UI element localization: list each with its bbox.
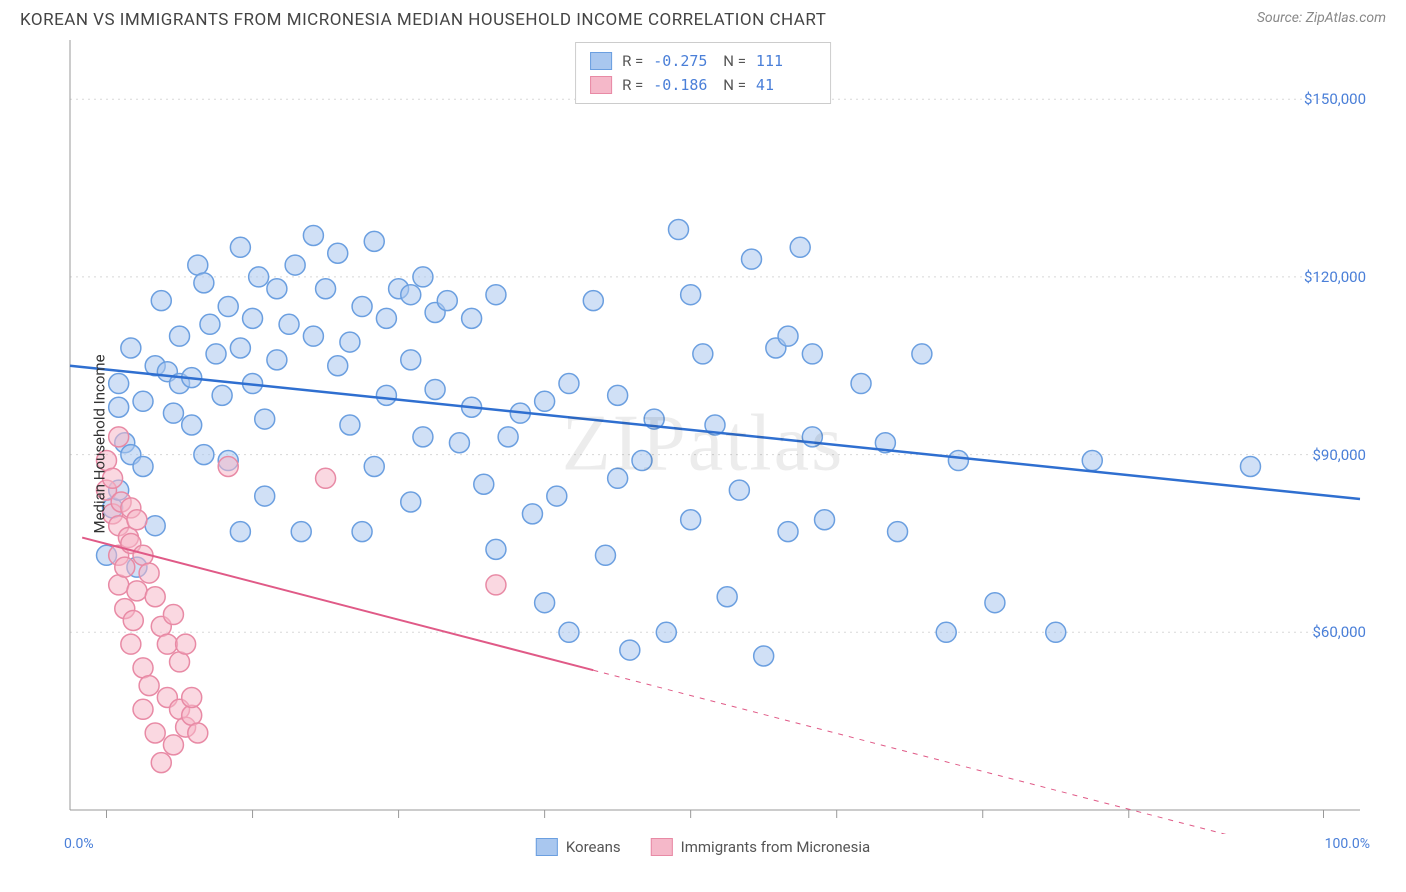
x-axis-min-label: 0.0% <box>64 836 94 852</box>
swatch-micronesia <box>590 76 612 94</box>
legend-item-micronesia: Immigrants from Micronesia <box>651 838 871 856</box>
r-value-micronesia: -0.186 <box>653 73 713 97</box>
legend-label-koreans: Koreans <box>566 838 621 856</box>
series-legend: Koreans Immigrants from Micronesia <box>536 838 870 856</box>
source-name: ZipAtlas.com <box>1306 10 1386 26</box>
y-tick-150k: $150,000 <box>1304 90 1366 108</box>
legend-item-koreans: Koreans <box>536 838 621 856</box>
source-prefix: Source: <box>1257 10 1306 26</box>
n-label: N = <box>723 73 746 97</box>
r-label: R = <box>622 73 643 97</box>
y-axis-title: Median Household Income <box>91 354 109 533</box>
scatter-chart <box>20 34 1386 834</box>
legend-label-micronesia: Immigrants from Micronesia <box>681 838 871 856</box>
legend-swatch-koreans <box>536 838 558 856</box>
legend-swatch-micronesia <box>651 838 673 856</box>
n-label: N = <box>723 49 746 73</box>
stats-row-koreans: R = -0.275 N = 111 <box>590 49 816 73</box>
swatch-koreans <box>590 52 612 70</box>
chart-title: KOREAN VS IMMIGRANTS FROM MICRONESIA MED… <box>20 10 826 30</box>
stats-row-micronesia: R = -0.186 N = 41 <box>590 73 816 97</box>
chart-container: Median Household Income ZIPatlas R = -0.… <box>20 34 1386 854</box>
x-axis-max-label: 100.0% <box>1325 836 1370 852</box>
r-value-koreans: -0.275 <box>653 49 713 73</box>
n-value-koreans: 111 <box>756 49 816 73</box>
r-label: R = <box>622 49 643 73</box>
source-attribution: Source: ZipAtlas.com <box>1257 10 1386 26</box>
y-tick-90k: $90,000 <box>1312 446 1366 464</box>
n-value-micronesia: 41 <box>756 73 816 97</box>
y-tick-120k: $120,000 <box>1304 268 1366 286</box>
chart-header: KOREAN VS IMMIGRANTS FROM MICRONESIA MED… <box>0 0 1406 34</box>
correlation-stats-box: R = -0.275 N = 111 R = -0.186 N = 41 <box>575 42 831 104</box>
y-tick-60k: $60,000 <box>1312 623 1366 641</box>
